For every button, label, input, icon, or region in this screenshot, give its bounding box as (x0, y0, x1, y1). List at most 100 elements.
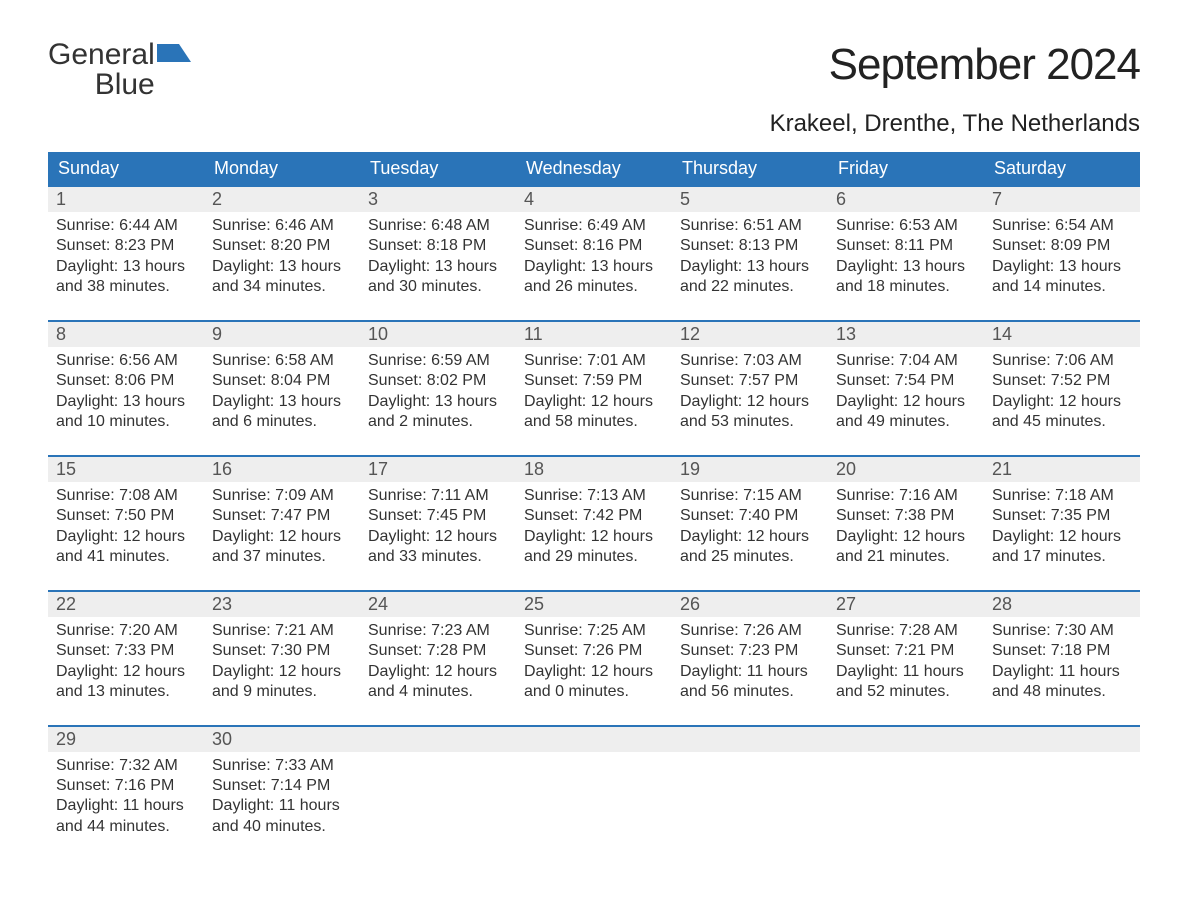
day-number: 27 (828, 592, 984, 617)
sunset: Sunset: 7:45 PM (368, 506, 508, 526)
day-number: 23 (204, 592, 360, 617)
day-number: 30 (204, 727, 360, 752)
sunset: Sunset: 7:57 PM (680, 371, 820, 391)
sunset: Sunset: 7:23 PM (680, 641, 820, 661)
logo-text-1: General (48, 40, 155, 70)
day-cell: Sunrise: 7:03 AMSunset: 7:57 PMDaylight:… (672, 347, 828, 437)
weekday-sunday: Sunday (48, 152, 204, 185)
day-number: 18 (516, 457, 672, 482)
week-5: 2930Sunrise: 7:32 AMSunset: 7:16 PMDayli… (48, 725, 1140, 842)
daylight-line1: Daylight: 13 hours (56, 257, 196, 277)
weekday-monday: Monday (204, 152, 360, 185)
day-cell: Sunrise: 6:46 AMSunset: 8:20 PMDaylight:… (204, 212, 360, 302)
sunrise: Sunrise: 6:51 AM (680, 216, 820, 236)
daylight-line1: Daylight: 11 hours (992, 662, 1132, 682)
daylight-line1: Daylight: 13 hours (212, 257, 352, 277)
daylight-line2: and 38 minutes. (56, 277, 196, 297)
daylight-line2: and 6 minutes. (212, 412, 352, 432)
weekday-tuesday: Tuesday (360, 152, 516, 185)
weekday-header-row: SundayMondayTuesdayWednesdayThursdayFrid… (48, 152, 1140, 185)
sunrise: Sunrise: 6:53 AM (836, 216, 976, 236)
daylight-line1: Daylight: 11 hours (212, 796, 352, 816)
sunrise: Sunrise: 7:11 AM (368, 486, 508, 506)
day-cell (360, 752, 516, 842)
sunrise: Sunrise: 6:58 AM (212, 351, 352, 371)
daylight-line2: and 26 minutes. (524, 277, 664, 297)
daylight-line1: Daylight: 13 hours (368, 257, 508, 277)
daylight-line1: Daylight: 13 hours (524, 257, 664, 277)
day-cell (672, 752, 828, 842)
sunset: Sunset: 7:40 PM (680, 506, 820, 526)
day-cell: Sunrise: 7:08 AMSunset: 7:50 PMDaylight:… (48, 482, 204, 572)
day-cell: Sunrise: 7:21 AMSunset: 7:30 PMDaylight:… (204, 617, 360, 707)
day-cell: Sunrise: 7:04 AMSunset: 7:54 PMDaylight:… (828, 347, 984, 437)
daylight-line2: and 25 minutes. (680, 547, 820, 567)
day-number: 19 (672, 457, 828, 482)
daylight-line1: Daylight: 12 hours (524, 392, 664, 412)
weekday-friday: Friday (828, 152, 984, 185)
daylight-line1: Daylight: 13 hours (680, 257, 820, 277)
daylight-line2: and 56 minutes. (680, 682, 820, 702)
daylight-line1: Daylight: 12 hours (680, 527, 820, 547)
sunrise: Sunrise: 7:06 AM (992, 351, 1132, 371)
sunrise: Sunrise: 7:20 AM (56, 621, 196, 641)
day-number: 12 (672, 322, 828, 347)
daylight-line1: Daylight: 12 hours (212, 662, 352, 682)
sunset: Sunset: 8:11 PM (836, 236, 976, 256)
weekday-thursday: Thursday (672, 152, 828, 185)
sunrise: Sunrise: 7:23 AM (368, 621, 508, 641)
daylight-line2: and 17 minutes. (992, 547, 1132, 567)
sunset: Sunset: 7:33 PM (56, 641, 196, 661)
daylight-line1: Daylight: 13 hours (212, 392, 352, 412)
sunset: Sunset: 7:28 PM (368, 641, 508, 661)
day-number: 25 (516, 592, 672, 617)
day-cell: Sunrise: 7:33 AMSunset: 7:14 PMDaylight:… (204, 752, 360, 842)
sunset: Sunset: 8:20 PM (212, 236, 352, 256)
day-cell: Sunrise: 7:01 AMSunset: 7:59 PMDaylight:… (516, 347, 672, 437)
daylight-line2: and 10 minutes. (56, 412, 196, 432)
calendar: SundayMondayTuesdayWednesdayThursdayFrid… (48, 152, 1140, 841)
sunrise: Sunrise: 6:56 AM (56, 351, 196, 371)
day-number: 17 (360, 457, 516, 482)
sunset: Sunset: 7:21 PM (836, 641, 976, 661)
sunset: Sunset: 7:38 PM (836, 506, 976, 526)
day-number: 2 (204, 187, 360, 212)
daylight-line2: and 21 minutes. (836, 547, 976, 567)
daylight-line1: Daylight: 12 hours (992, 392, 1132, 412)
day-cell: Sunrise: 6:58 AMSunset: 8:04 PMDaylight:… (204, 347, 360, 437)
daylight-line1: Daylight: 13 hours (992, 257, 1132, 277)
daylight-line2: and 48 minutes. (992, 682, 1132, 702)
day-number: 3 (360, 187, 516, 212)
day-cell: Sunrise: 7:30 AMSunset: 7:18 PMDaylight:… (984, 617, 1140, 707)
sunrise: Sunrise: 7:33 AM (212, 756, 352, 776)
daylight-line2: and 45 minutes. (992, 412, 1132, 432)
sunrise: Sunrise: 7:13 AM (524, 486, 664, 506)
daylight-line2: and 52 minutes. (836, 682, 976, 702)
day-cell: Sunrise: 6:59 AMSunset: 8:02 PMDaylight:… (360, 347, 516, 437)
daylight-line1: Daylight: 12 hours (56, 662, 196, 682)
day-number: 26 (672, 592, 828, 617)
daylight-line2: and 14 minutes. (992, 277, 1132, 297)
daylight-line2: and 29 minutes. (524, 547, 664, 567)
sunrise: Sunrise: 7:28 AM (836, 621, 976, 641)
daynum-row: 15161718192021 (48, 455, 1140, 482)
day-cell: Sunrise: 6:49 AMSunset: 8:16 PMDaylight:… (516, 212, 672, 302)
day-cell: Sunrise: 6:56 AMSunset: 8:06 PMDaylight:… (48, 347, 204, 437)
daynum-row: 22232425262728 (48, 590, 1140, 617)
day-number: 11 (516, 322, 672, 347)
sunset: Sunset: 8:13 PM (680, 236, 820, 256)
sunset: Sunset: 8:18 PM (368, 236, 508, 256)
day-number: 5 (672, 187, 828, 212)
sunset: Sunset: 7:50 PM (56, 506, 196, 526)
day-number: 10 (360, 322, 516, 347)
header: General Blue September 2024 (48, 40, 1140, 100)
day-number: 20 (828, 457, 984, 482)
day-cell: Sunrise: 6:44 AMSunset: 8:23 PMDaylight:… (48, 212, 204, 302)
day-body-row: Sunrise: 6:44 AMSunset: 8:23 PMDaylight:… (48, 212, 1140, 302)
sunset: Sunset: 7:59 PM (524, 371, 664, 391)
daylight-line1: Daylight: 12 hours (212, 527, 352, 547)
daylight-line1: Daylight: 13 hours (56, 392, 196, 412)
day-cell: Sunrise: 7:15 AMSunset: 7:40 PMDaylight:… (672, 482, 828, 572)
daylight-line2: and 13 minutes. (56, 682, 196, 702)
day-number: 29 (48, 727, 204, 752)
